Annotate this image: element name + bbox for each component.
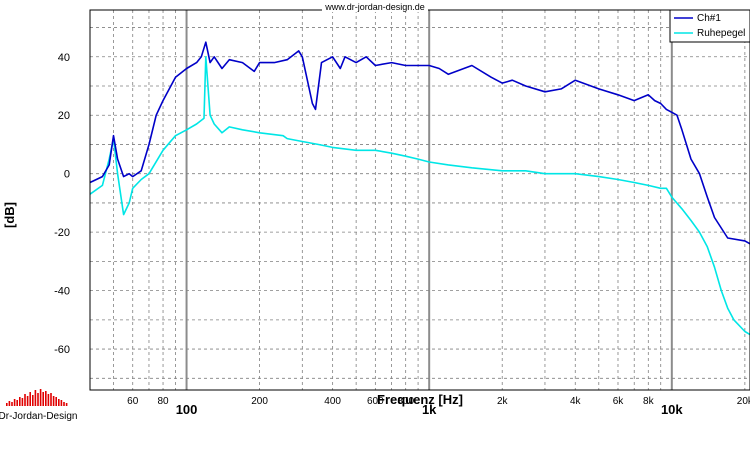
watermark: www.dr-jordan-design.de [324, 2, 425, 12]
brand-logo-bar [16, 400, 18, 406]
y-tick-label: 0 [64, 169, 70, 181]
brand-logo-bar [11, 402, 13, 406]
x-tick-label: 80 [157, 396, 169, 407]
brand-logo-bar [13, 399, 16, 406]
x-tick-label: 200 [251, 396, 268, 407]
brand-logo-bar [32, 395, 34, 406]
brand-logo-bar [47, 394, 50, 406]
series-line-ch1 [89, 41, 750, 245]
brand-logo-bar [21, 398, 24, 406]
brand-logo-bar [42, 392, 44, 406]
x-tick-label: 4k [570, 396, 582, 407]
y-tick-label: -60 [54, 344, 70, 356]
brand-logo-bar [8, 401, 11, 406]
brand-logo-bar [19, 397, 21, 406]
brand-logo-bar [60, 400, 63, 406]
x-tick-label: 8k [643, 396, 655, 407]
watermark-bg [322, 1, 428, 12]
brand-logo-bar [63, 402, 65, 406]
x-tick-label: 1k [422, 402, 437, 417]
y-axis-label: [dB] [2, 202, 17, 228]
x-tick-label: 400 [324, 396, 341, 407]
x-tick-label: 6k [613, 396, 625, 407]
brand-logo-bar [37, 393, 39, 406]
brand-logo-bar [55, 397, 57, 406]
series-line-ruhepegel [89, 55, 750, 336]
y-tick-label: -40 [54, 286, 70, 298]
y-tick-label: 40 [58, 52, 70, 64]
brand-logo: Dr-Jordan-Design [0, 389, 77, 422]
x-tick-label: 10k [661, 402, 683, 417]
x-tick-label: 100 [176, 402, 198, 417]
legend-label-ch1: Ch#1 [697, 13, 721, 24]
brand-logo-bar [29, 392, 31, 406]
x-axis-label: Frequenz [Hz] [377, 392, 463, 407]
brand-logo-bar [50, 393, 52, 406]
x-tick-label: 20k [737, 396, 750, 407]
y-tick-labels: 40 20 0 -20 -40 -60 [54, 52, 70, 356]
x-tick-label: 800 [397, 396, 414, 407]
x-tick-label: 600 [367, 396, 384, 407]
y-tick-label: -20 [54, 227, 70, 239]
brand-logo-bar [24, 394, 26, 406]
series-layer [89, 41, 750, 336]
x-tick-label: 2k [497, 396, 509, 407]
brand-text: Dr-Jordan-Design [0, 411, 77, 422]
grid [90, 10, 750, 390]
legend-label-ruhepegel: Ruhepegel [697, 28, 745, 39]
x-tick-labels: 60 80 100 200 400 600 800 1k 2k 4k 6k 8k 10k 20k [127, 396, 750, 417]
brand-logo-bar [52, 396, 55, 406]
brand-logo-bar [58, 399, 60, 406]
brand-logo-bar [45, 391, 47, 406]
brand-logo-bar [6, 403, 8, 406]
legend-box [669, 9, 750, 43]
plot-area [90, 10, 750, 390]
brand-logo-bar [39, 389, 42, 406]
brand-logo-bar [65, 403, 68, 406]
brand-logo-graphic [6, 389, 68, 406]
brand-logo-bar [26, 396, 29, 406]
x-tick-label: 60 [127, 396, 139, 407]
legend: Ch#1 Ruhepegel [669, 9, 750, 43]
brand-logo-bar [34, 390, 37, 406]
y-tick-label: 20 [58, 110, 70, 122]
